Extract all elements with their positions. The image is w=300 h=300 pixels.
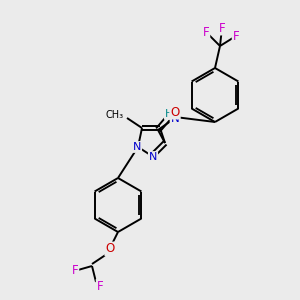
- Text: F: F: [203, 26, 209, 38]
- Text: N: N: [171, 112, 179, 124]
- Text: F: F: [97, 280, 103, 292]
- Text: CH₃: CH₃: [106, 110, 124, 120]
- Text: O: O: [105, 242, 115, 256]
- Text: F: F: [72, 265, 78, 278]
- Text: F: F: [219, 22, 225, 34]
- Text: H: H: [165, 109, 173, 119]
- Text: N: N: [133, 142, 141, 152]
- Text: O: O: [170, 106, 180, 118]
- Text: N: N: [149, 152, 157, 162]
- Text: F: F: [233, 29, 239, 43]
